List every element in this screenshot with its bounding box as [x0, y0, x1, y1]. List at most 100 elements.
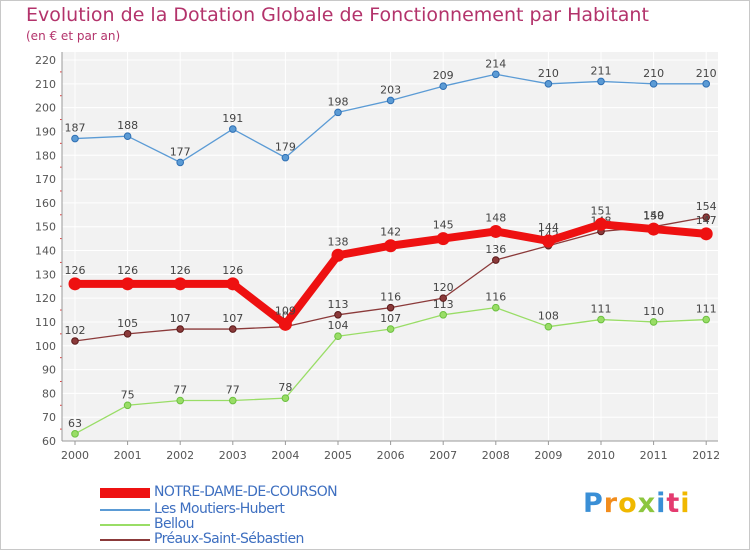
data-label-les-moutiers-hubert: 210	[696, 67, 717, 80]
data-point-bellou	[334, 332, 342, 341]
data-point-notre-dame-de-courson	[384, 239, 398, 253]
data-point-preaux-saint-sebastien	[334, 310, 342, 319]
x-tick-label: 2000	[61, 449, 89, 462]
data-label-preaux-saint-sebastien: 102	[65, 324, 86, 337]
data-label-notre-dame-de-courson: 126	[117, 264, 138, 277]
data-label-notre-dame-de-courson: 145	[433, 219, 454, 232]
data-point-notre-dame-de-courson	[541, 234, 555, 248]
y-tick-label: 130	[35, 268, 56, 281]
data-point-bellou	[544, 322, 553, 331]
data-label-notre-dame-de-courson: 138	[328, 235, 349, 248]
y-tick-label: 140	[35, 245, 56, 258]
y-tick-label: 110	[35, 316, 56, 329]
data-label-bellou: 111	[696, 303, 717, 316]
data-label-bellou: 108	[538, 310, 559, 323]
data-label-preaux-saint-sebastien: 136	[485, 243, 506, 256]
x-tick-label: 2002	[166, 449, 194, 462]
data-point-les-moutiers-hubert	[597, 77, 605, 86]
x-tick-label: 2004	[271, 449, 299, 462]
data-point-preaux-saint-sebastien	[702, 213, 711, 221]
x-tick-label: 2001	[114, 449, 142, 462]
data-point-les-moutiers-hubert	[649, 80, 658, 88]
data-label-bellou: 77	[173, 384, 187, 397]
data-point-bellou	[123, 401, 132, 410]
data-label-preaux-saint-sebastien: 154	[696, 200, 717, 213]
x-tick-label: 2007	[429, 449, 457, 462]
data-label-bellou: 77	[226, 384, 240, 397]
data-label-bellou: 104	[328, 319, 349, 332]
data-point-les-moutiers-hubert	[544, 80, 553, 88]
x-tick-label: 2012	[692, 449, 720, 462]
data-label-notre-dame-de-courson: 147	[696, 214, 717, 227]
data-label-les-moutiers-hubert: 187	[65, 122, 86, 135]
data-label-les-moutiers-hubert: 188	[117, 119, 138, 132]
y-tick-label: 210	[35, 78, 56, 91]
data-label-preaux-saint-sebastien: 105	[117, 317, 138, 330]
data-point-bellou	[176, 396, 184, 405]
x-tick-label: 2006	[377, 449, 405, 462]
data-point-notre-dame-de-courson	[331, 248, 345, 262]
chart-title: Evolution de la Dotation Globale de Fonc…	[26, 4, 649, 26]
data-point-bellou	[492, 303, 500, 312]
data-label-preaux-saint-sebastien: 150	[643, 210, 664, 223]
data-label-bellou: 63	[68, 417, 82, 430]
data-point-notre-dame-de-courson	[699, 227, 713, 241]
data-point-preaux-saint-sebastien	[386, 303, 395, 312]
legend-label: Préaux-Saint-Sébastien	[154, 531, 304, 547]
proxiti-logo: Proxiti	[583, 488, 691, 519]
data-label-notre-dame-de-courson: 148	[485, 211, 506, 224]
data-label-bellou: 107	[380, 312, 401, 325]
data-label-les-moutiers-hubert: 191	[222, 112, 243, 125]
data-point-notre-dame-de-courson	[121, 277, 135, 291]
y-tick-label: 100	[35, 340, 56, 353]
legend-swatch	[100, 509, 150, 511]
data-label-notre-dame-de-courson: 126	[222, 264, 243, 277]
data-point-bellou	[386, 325, 395, 333]
data-point-preaux-saint-sebastien	[439, 294, 448, 302]
legend-label: Les Moutiers-Hubert	[154, 501, 285, 517]
data-label-les-moutiers-hubert: 214	[485, 57, 506, 70]
data-point-notre-dame-de-courson	[594, 217, 608, 231]
data-point-bellou	[71, 430, 79, 438]
data-label-les-moutiers-hubert: 177	[170, 145, 191, 158]
legend-swatch	[100, 539, 150, 541]
data-label-notre-dame-de-courson: 142	[380, 226, 401, 239]
data-point-bellou	[597, 315, 605, 324]
data-point-notre-dame-de-courson	[489, 224, 503, 238]
data-label-preaux-saint-sebastien: 120	[433, 281, 454, 294]
x-tick-label: 2011	[640, 449, 668, 462]
data-label-preaux-saint-sebastien: 107	[222, 312, 243, 325]
data-point-preaux-saint-sebastien	[492, 256, 500, 264]
data-label-notre-dame-de-courson: 126	[65, 264, 86, 277]
data-point-les-moutiers-hubert	[492, 70, 500, 79]
x-tick-label: 2009	[534, 449, 562, 462]
legend-label: Bellou	[154, 516, 194, 532]
x-tick-label: 2003	[219, 449, 247, 462]
data-point-bellou	[281, 394, 290, 402]
x-tick-label: 2010	[587, 449, 615, 462]
y-tick-label: 160	[35, 197, 56, 210]
y-tick-label: 70	[42, 411, 56, 424]
data-label-bellou: 113	[433, 298, 454, 311]
data-point-les-moutiers-hubert	[71, 134, 79, 143]
data-point-les-moutiers-hubert	[229, 125, 237, 133]
data-point-les-moutiers-hubert	[386, 96, 395, 105]
y-tick-label: 190	[35, 125, 56, 138]
data-point-preaux-saint-sebastien	[176, 325, 184, 333]
data-label-notre-dame-de-courson: 109	[275, 304, 296, 317]
legend-swatch	[100, 524, 150, 526]
data-point-bellou	[649, 318, 658, 326]
data-label-les-moutiers-hubert: 198	[328, 95, 349, 108]
data-label-bellou: 110	[643, 305, 664, 318]
data-label-notre-dame-de-courson: 144	[538, 221, 559, 234]
y-tick-label: 150	[35, 221, 56, 234]
data-label-notre-dame-de-courson: 126	[170, 264, 191, 277]
data-label-preaux-saint-sebastien: 107	[170, 312, 191, 325]
data-label-les-moutiers-hubert: 209	[433, 69, 454, 82]
data-point-notre-dame-de-courson	[68, 277, 82, 291]
legend-label: NOTRE-DAME-DE-COURSON	[154, 484, 338, 500]
data-point-les-moutiers-hubert	[439, 82, 448, 90]
data-point-preaux-saint-sebastien	[229, 325, 237, 333]
data-point-notre-dame-de-courson	[647, 222, 661, 236]
